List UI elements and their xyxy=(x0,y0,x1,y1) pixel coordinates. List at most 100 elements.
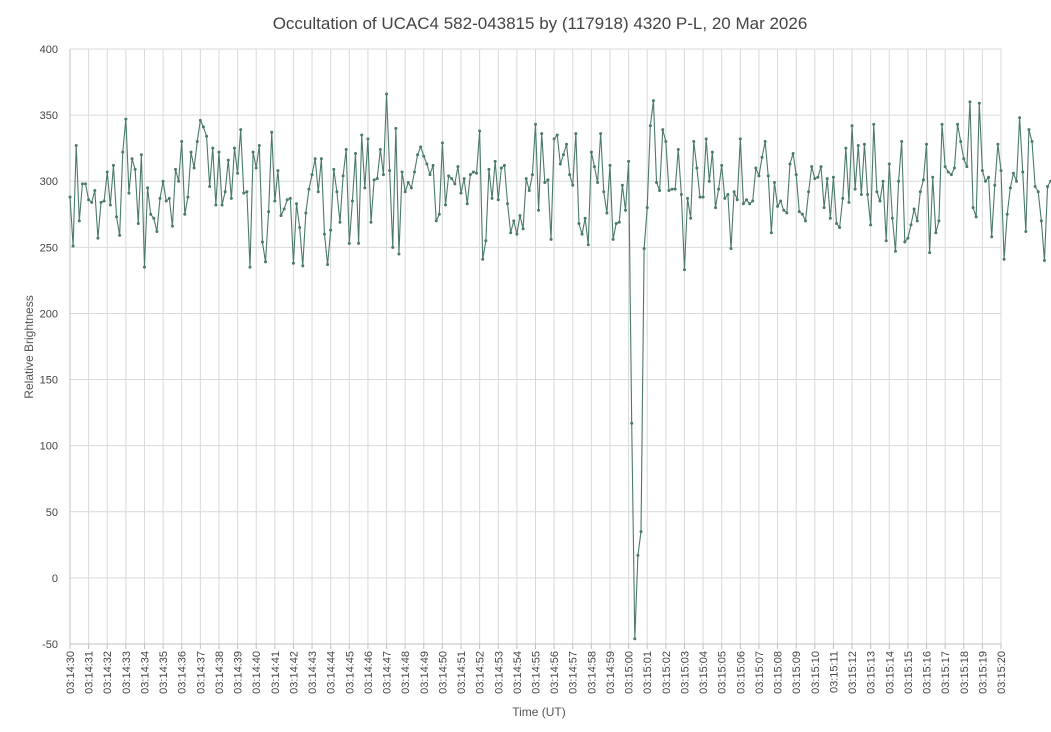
data-point xyxy=(704,137,708,141)
data-point xyxy=(664,140,668,144)
data-point xyxy=(602,190,606,194)
data-point xyxy=(130,157,134,161)
data-point xyxy=(440,141,444,145)
data-point xyxy=(754,166,758,170)
data-point xyxy=(937,219,941,223)
data-point xyxy=(502,163,506,167)
data-point xyxy=(133,167,137,171)
data-point xyxy=(121,150,125,154)
x-tick-label: 03:14:30 xyxy=(65,651,77,694)
data-point xyxy=(577,222,581,226)
data-point xyxy=(205,134,209,138)
data-point xyxy=(689,216,693,220)
x-tick-label: 03:14:40 xyxy=(251,651,263,694)
data-point xyxy=(676,147,680,151)
data-point xyxy=(465,202,469,206)
data-point xyxy=(96,236,100,240)
data-point xyxy=(943,165,947,169)
data-point xyxy=(462,177,466,181)
data-point xyxy=(242,191,246,195)
data-point xyxy=(751,199,755,203)
data-point xyxy=(580,232,584,236)
data-point xyxy=(698,195,702,199)
data-point xyxy=(146,186,150,190)
data-point xyxy=(667,188,671,192)
data-point xyxy=(512,219,516,223)
data-point xyxy=(223,190,227,194)
data-point xyxy=(105,170,109,174)
x-tick-label: 03:15:20 xyxy=(996,651,1008,694)
x-tick-label: 03:14:32 xyxy=(102,651,114,694)
data-point xyxy=(459,191,463,195)
data-point xyxy=(723,196,727,200)
data-point xyxy=(248,265,252,269)
x-tick-label: 03:14:50 xyxy=(437,651,449,694)
data-point xyxy=(735,198,739,202)
data-point xyxy=(983,179,987,183)
data-point xyxy=(565,142,569,146)
data-point xyxy=(1018,116,1022,120)
y-tick-label: 250 xyxy=(40,242,58,254)
data-point xyxy=(155,229,159,233)
data-point xyxy=(627,159,631,163)
data-point xyxy=(543,181,547,185)
data-point xyxy=(713,206,717,210)
data-point xyxy=(1011,171,1015,175)
data-point xyxy=(425,162,429,166)
data-point xyxy=(201,125,205,129)
data-point xyxy=(220,203,224,207)
data-point xyxy=(481,257,485,261)
data-point xyxy=(1039,219,1043,223)
data-point xyxy=(816,175,820,179)
data-point xyxy=(918,190,922,194)
data-point xyxy=(794,173,798,177)
data-point xyxy=(254,166,258,170)
data-point xyxy=(332,167,336,171)
y-tick-labels: -50 0 50 100 150 200 250 300 350 400 xyxy=(40,44,58,651)
data-point xyxy=(161,179,165,183)
chart-title: Occultation of UCAC4 582-043815 by (1179… xyxy=(273,14,808,33)
data-point xyxy=(447,174,451,178)
data-point xyxy=(620,183,624,187)
data-point xyxy=(431,163,435,167)
data-point xyxy=(903,240,907,244)
data-point xyxy=(912,207,916,211)
data-point xyxy=(189,150,193,154)
data-point xyxy=(409,186,413,190)
data-point xyxy=(326,263,330,267)
data-point xyxy=(835,222,839,226)
data-point xyxy=(115,215,119,219)
data-point xyxy=(859,192,863,196)
data-point xyxy=(291,261,295,265)
data-point xyxy=(381,173,385,177)
y-tick-label: 50 xyxy=(46,507,58,519)
data-point xyxy=(124,117,128,121)
data-point xyxy=(987,175,991,179)
data-point xyxy=(267,210,271,214)
data-point xyxy=(530,173,534,177)
x-tick-label: 03:14:51 xyxy=(456,651,468,694)
x-tick-label: 03:14:41 xyxy=(270,651,282,694)
data-point xyxy=(90,200,94,204)
data-point xyxy=(642,247,646,251)
data-point xyxy=(158,196,162,200)
data-point xyxy=(527,188,531,192)
data-point xyxy=(710,150,714,154)
data-point xyxy=(552,137,556,141)
data-point xyxy=(208,185,212,189)
data-point xyxy=(760,155,764,159)
data-point xyxy=(1002,257,1006,261)
data-point xyxy=(313,157,317,161)
data-point xyxy=(229,196,233,200)
x-tick-label: 03:15:03 xyxy=(679,651,691,694)
data-point xyxy=(490,196,494,200)
data-point xyxy=(142,265,146,269)
y-axis-title: Relative Brightness xyxy=(22,295,36,398)
data-point xyxy=(211,146,215,150)
data-point xyxy=(782,208,786,212)
data-point xyxy=(1015,179,1019,183)
data-point xyxy=(1008,186,1012,190)
data-point xyxy=(84,182,88,186)
data-point xyxy=(264,260,268,264)
